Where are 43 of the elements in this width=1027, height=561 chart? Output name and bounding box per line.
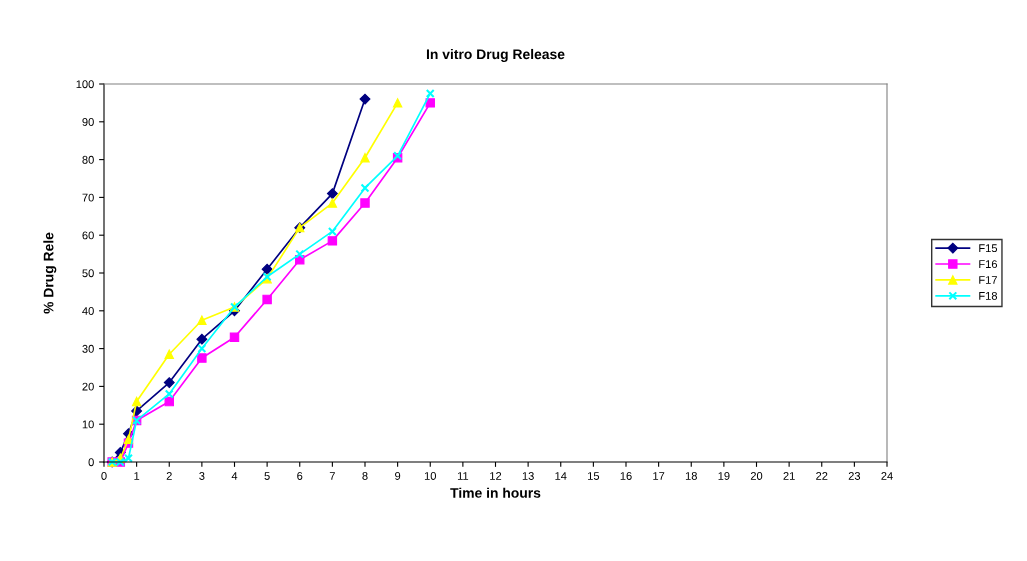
x-tick-label: 21 xyxy=(783,472,795,480)
y-tick-label: 70 xyxy=(82,193,94,202)
y-tick-label: 20 xyxy=(82,382,94,391)
x-tick-label: 5 xyxy=(264,472,270,480)
x-axis-title: Time in hours xyxy=(450,487,541,498)
y-tick-label: 100 xyxy=(76,80,94,89)
x-tick-label: 24 xyxy=(881,472,893,480)
x-tick-label: 14 xyxy=(555,472,567,480)
x-tick-label: 7 xyxy=(329,472,335,480)
x-tick-label: 2 xyxy=(166,472,172,480)
x-tick-label: 8 xyxy=(362,472,368,480)
x-tick-label: 16 xyxy=(620,472,632,480)
x-tick-label: 0 xyxy=(101,472,107,480)
y-tick-label: 10 xyxy=(82,420,94,429)
chart-title: In vitro Drug Release xyxy=(426,48,565,62)
legend-label: F15 xyxy=(979,244,998,253)
y-tick-label: 0 xyxy=(88,458,94,467)
x-tick-label: 6 xyxy=(297,472,303,480)
x-tick-label: 12 xyxy=(490,472,502,480)
x-tick-label: 22 xyxy=(816,472,828,480)
x-tick-label: 10 xyxy=(424,472,436,480)
x-tick-label: 20 xyxy=(750,472,763,480)
y-tick-label: 40 xyxy=(82,307,94,315)
x-tick-label: 11 xyxy=(457,472,469,480)
x-tick-label: 3 xyxy=(199,472,205,480)
x-tick-label: 19 xyxy=(718,472,730,480)
x-tick-label: 13 xyxy=(522,472,534,480)
legend-label: F18 xyxy=(979,291,998,300)
x-tick-label: 18 xyxy=(685,472,697,480)
y-tick-label: 90 xyxy=(82,118,94,126)
x-tick-label: 23 xyxy=(848,472,861,480)
x-tick-label: 4 xyxy=(231,472,238,480)
y-tick-label: 30 xyxy=(82,344,94,353)
y-tick-label: 80 xyxy=(82,155,94,164)
y-axis-title: % Drug Rele xyxy=(43,232,57,314)
y-tick-label: 60 xyxy=(82,231,94,240)
x-tick-label: 15 xyxy=(588,472,600,480)
legend-label: F17 xyxy=(979,276,997,284)
x-tick-label: 17 xyxy=(653,472,665,480)
y-tick-label: 50 xyxy=(82,269,94,278)
legend-label: F16 xyxy=(979,260,998,269)
x-tick-label: 1 xyxy=(134,472,140,480)
x-tick-label: 9 xyxy=(395,472,401,480)
